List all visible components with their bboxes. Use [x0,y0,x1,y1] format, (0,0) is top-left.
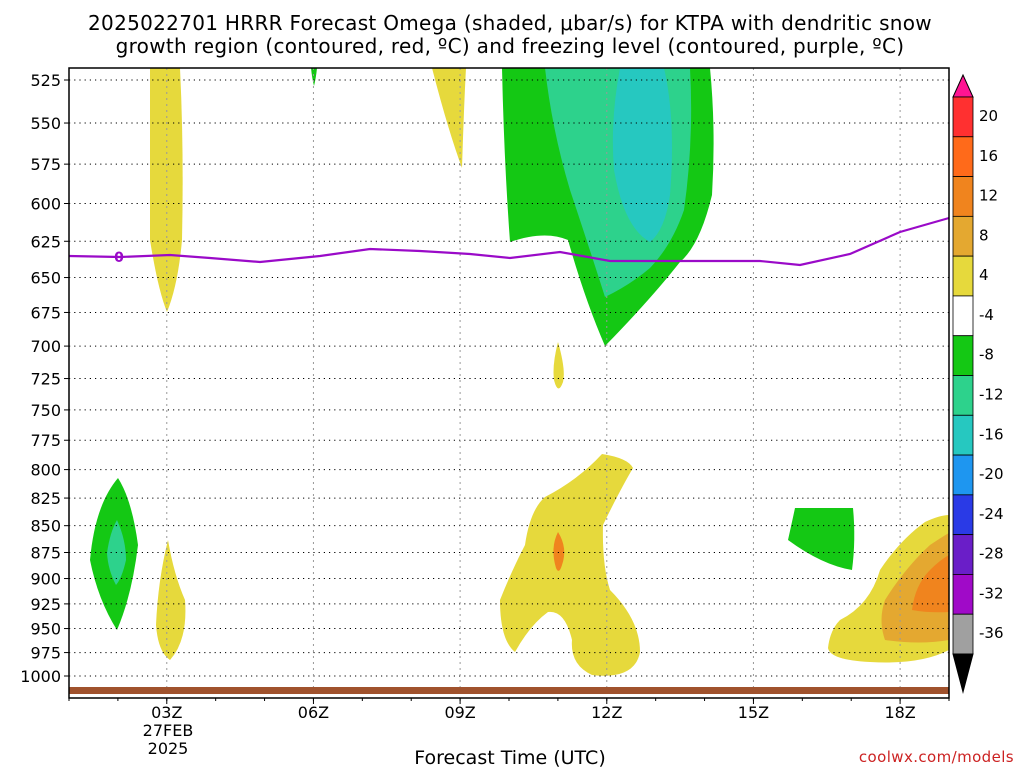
freezing-level-line [68,216,950,267]
colorbar-bottom-arrow [952,653,974,694]
y-tick-label: 850 [30,517,61,536]
y-tick-label: 600 [30,195,61,214]
y-tick-label: 950 [30,620,61,639]
colorbar-segment [952,215,974,257]
y-tick-label: 1000 [20,667,61,686]
credit-text: coolwx.com/models [859,748,1014,766]
omega-region-positive [156,540,186,660]
colorbar-label: 20 [979,107,998,125]
x-date-label-day: 27FEB [143,721,194,740]
omega-region-positive [881,533,949,643]
colorbar-segment [952,534,974,575]
x-date-label-year: 2025 [148,739,189,758]
y-tick-label: 700 [30,337,61,356]
colorbar-label: -28 [979,545,1004,563]
colorbar-segment [952,176,974,217]
y-tick-label: 775 [30,431,61,450]
chart-title-line-1: 2025022701 HRRR Forecast Omega (shaded, … [88,11,932,35]
y-tick-label: 675 [30,303,61,322]
colorbar-segment [952,574,974,615]
y-tick-label: 525 [30,71,61,90]
y-tick-label: 975 [30,644,61,663]
x-tick-label: 15Z [738,703,769,722]
y-tick-label: 825 [30,489,61,508]
y-tick-label: 925 [30,595,61,614]
colorbar-label: -4 [979,306,994,324]
y-tick-label: 725 [30,370,61,389]
omega-region-negative [788,508,855,570]
omega-shading [90,68,949,676]
colorbar-segment [952,335,974,376]
colorbar-label: 12 [979,187,998,205]
y-tick-label: 900 [30,570,61,589]
colorbar-label: -8 [979,346,994,364]
colorbar-segment [952,136,974,177]
colorbar-segment [952,255,974,297]
x-axis-title: Forecast Time (UTC) [414,747,605,768]
colorbar: 20 16 12 8 4 -4 -8 -12 -16 -20 -24 -28 -32 -36 [952,73,1004,694]
grid-lines [69,68,949,698]
x-axis: 03Z 06Z 09Z 12Z 15Z 18Z [68,698,950,722]
omega-region-positive [553,532,565,571]
y-tick-label: 875 [30,543,61,562]
omega-region-negative [311,68,317,86]
colorbar-label: 8 [979,226,989,244]
omega-region-positive [432,68,466,168]
x-tick-label: 18Z [884,703,915,722]
y-tick-label: 650 [30,269,61,288]
omega-region-positive [500,454,640,676]
x-tick-label: 03Z [151,703,182,722]
colorbar-segment [952,295,974,337]
y-tick-label: 750 [30,401,61,420]
colorbar-segment [952,96,974,138]
x-tick-label: 12Z [591,703,622,722]
freezing-level-label: 0 [114,250,124,266]
colorbar-label: -36 [979,624,1004,642]
y-axis: 525 550 575 600 625 650 675 700 725 750 775 800 825 8… [20,71,69,686]
colorbar-segment [952,494,974,536]
omega-region-negative [612,68,672,242]
plot-area: 0 [68,67,950,699]
colorbar-label: -24 [979,505,1004,523]
y-tick-label: 575 [30,155,61,174]
colorbar-segment [952,414,974,456]
x-tick-label: 09Z [444,703,475,722]
x-tick-label: 06Z [298,703,329,722]
colorbar-label: -16 [979,425,1004,443]
colorbar-label: -12 [979,386,1004,404]
omega-region-positive [912,555,949,613]
chart-title-line-2: growth region (contoured, red, ºC) and f… [116,34,905,58]
y-tick-label: 625 [30,232,61,251]
colorbar-label: -32 [979,584,1004,602]
colorbar-label: 16 [979,147,998,165]
omega-region-positive [553,342,564,389]
y-tick-label: 550 [30,114,61,133]
ground-strip [69,687,949,694]
colorbar-label: -20 [979,465,1004,483]
colorbar-segment [952,375,974,416]
colorbar-top-arrow [952,73,974,98]
colorbar-segment [952,454,974,496]
y-tick-label: 800 [30,461,61,480]
colorbar-label: 4 [979,266,989,284]
colorbar-segment [952,613,974,655]
